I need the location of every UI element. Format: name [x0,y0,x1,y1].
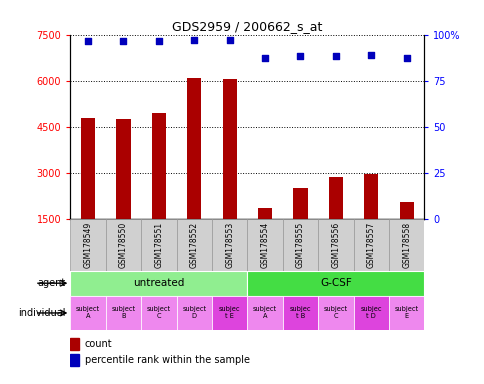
Bar [176,219,212,271]
Bar [70,354,78,366]
Point [119,38,127,44]
Bar [176,296,212,330]
Bar [388,296,424,330]
Bar [282,219,318,271]
Text: untreated: untreated [133,278,184,288]
Point [260,55,268,61]
Bar [70,271,247,296]
Point [225,36,233,43]
Bar [247,271,424,296]
Bar [247,296,282,330]
Point [154,38,162,44]
Point [190,37,197,43]
Text: subject
D: subject D [182,306,206,319]
Bar [116,119,130,265]
Point [366,52,374,58]
Bar [141,219,176,271]
Text: subjec
t B: subjec t B [289,306,311,319]
Point [296,53,303,59]
Text: subject
A: subject A [76,306,100,319]
Text: G-CSF: G-CSF [319,278,351,288]
Text: individual: individual [18,308,65,318]
Text: GSM178558: GSM178558 [401,222,410,268]
Text: GSM178553: GSM178553 [225,222,234,268]
Bar [212,219,247,271]
Text: GSM178554: GSM178554 [260,222,269,268]
Bar [399,202,413,265]
Text: agent: agent [37,278,65,288]
Text: subjec
t D: subjec t D [360,306,381,319]
Text: count: count [85,339,112,349]
Bar [222,79,236,265]
Bar [318,219,353,271]
Text: subject
C: subject C [147,306,170,319]
Bar [353,219,388,271]
Text: GSM178557: GSM178557 [366,222,375,268]
Bar [388,219,424,271]
Bar [318,296,353,330]
Text: subject
E: subject E [394,306,418,319]
Text: GSM178550: GSM178550 [119,222,128,268]
Bar [81,118,95,265]
Bar [212,296,247,330]
Bar [141,296,176,330]
Bar [151,113,166,265]
Point [84,38,91,44]
Text: subject
B: subject B [111,306,135,319]
Text: subjec
t E: subjec t E [218,306,240,319]
Bar [363,174,378,265]
Point [402,55,409,61]
Text: GSM178556: GSM178556 [331,222,340,268]
Bar [282,296,318,330]
Point [331,53,339,59]
Text: GSM178552: GSM178552 [189,222,198,268]
Text: percentile rank within the sample: percentile rank within the sample [85,355,249,365]
Bar [328,177,342,265]
Bar [70,338,78,349]
Bar [70,219,106,271]
Text: subject
C: subject C [323,306,347,319]
Bar [257,208,272,265]
Text: GSM178551: GSM178551 [154,222,163,268]
Title: GDS2959 / 200662_s_at: GDS2959 / 200662_s_at [172,20,322,33]
Bar [70,296,106,330]
Bar [247,219,282,271]
Bar [106,219,141,271]
Bar [106,296,141,330]
Text: subject
A: subject A [253,306,276,319]
Bar [353,296,388,330]
Bar [187,78,201,265]
Text: GSM178555: GSM178555 [295,222,304,268]
Bar [293,188,307,265]
Text: GSM178549: GSM178549 [83,222,92,268]
